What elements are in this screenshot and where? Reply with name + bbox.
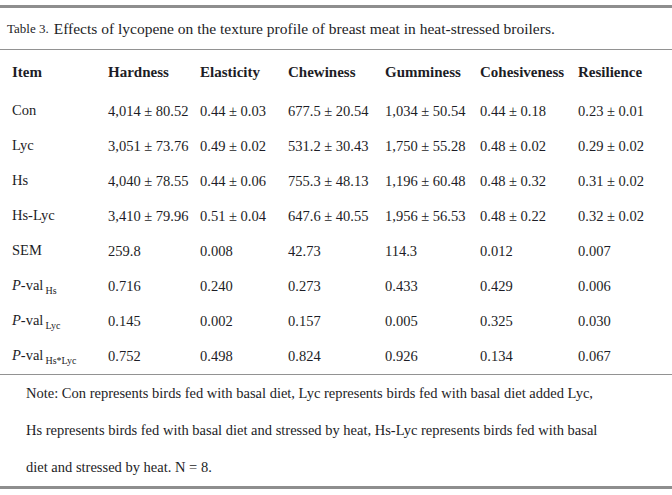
cell-chewiness: 42.73 <box>288 234 385 269</box>
cell-hardness: 0.145 <box>108 304 200 339</box>
table-row-pval-hs-lyc: P-valHs*Lyc 0.752 0.498 0.824 0.926 0.13… <box>12 339 664 374</box>
table-row-pval-lyc: P-valLyc 0.145 0.002 0.157 0.005 0.325 0… <box>12 304 664 339</box>
note-line: diet and stressed by heat. N = 8. <box>26 449 658 486</box>
row-label: P-valHs <box>12 269 108 304</box>
cell-chewiness: 0.824 <box>288 339 385 374</box>
cell-gumminess: 114.3 <box>385 234 480 269</box>
cell-chewiness: 531.2 ± 30.43 <box>288 129 385 164</box>
table-row-con: Con 4,014 ± 80.52 0.44 ± 0.03 677.5 ± 20… <box>12 94 664 129</box>
column-header-item: Item <box>12 50 108 94</box>
cell-elasticity: 0.002 <box>200 304 288 339</box>
cell-elasticity: 0.240 <box>200 269 288 304</box>
cell-chewiness: 755.3 ± 48.13 <box>288 164 385 199</box>
texture-profile-table: Item Hardness Elasticity Chewiness Gummi… <box>12 50 664 374</box>
cell-gumminess: 0.926 <box>385 339 480 374</box>
row-label: P-valHs*Lyc <box>12 339 108 374</box>
cell-chewiness: 647.6 ± 40.55 <box>288 199 385 234</box>
row-label: Hs <box>12 164 108 199</box>
table-caption-text: Effects of lycopene on the texture profi… <box>54 20 555 38</box>
column-header-chewiness: Chewiness <box>288 50 385 94</box>
column-header-resilience: Resilience <box>578 50 664 94</box>
header-row: Item Hardness Elasticity Chewiness Gummi… <box>12 50 664 94</box>
cell-cohesiveness: 0.44 ± 0.18 <box>480 94 578 129</box>
cell-elasticity: 0.44 ± 0.06 <box>200 164 288 199</box>
cell-resilience: 0.007 <box>578 234 664 269</box>
row-label: Con <box>12 94 108 129</box>
cell-chewiness: 0.273 <box>288 269 385 304</box>
table-note: Note: Con represents birds fed with basa… <box>0 375 672 486</box>
cell-hardness: 0.752 <box>108 339 200 374</box>
cell-cohesiveness: 0.134 <box>480 339 578 374</box>
table-row-sem: SEM 259.8 0.008 42.73 114.3 0.012 0.007 <box>12 234 664 269</box>
cell-hardness: 3,410 ± 79.96 <box>108 199 200 234</box>
cell-resilience: 0.32 ± 0.02 <box>578 199 664 234</box>
row-label: SEM <box>12 234 108 269</box>
cell-chewiness: 0.157 <box>288 304 385 339</box>
column-header-elasticity: Elasticity <box>200 50 288 94</box>
row-label: Hs-Lyc <box>12 199 108 234</box>
row-label: P-valLyc <box>12 304 108 339</box>
cell-hardness: 4,040 ± 78.55 <box>108 164 200 199</box>
table-caption: Table 3. Effects of lycopene on the text… <box>0 8 672 49</box>
row-label: Lyc <box>12 129 108 164</box>
cell-gumminess: 1,750 ± 55.28 <box>385 129 480 164</box>
cell-resilience: 0.006 <box>578 269 664 304</box>
column-header-gumminess: Gumminess <box>385 50 480 94</box>
cell-gumminess: 1,196 ± 60.48 <box>385 164 480 199</box>
cell-cohesiveness: 0.48 ± 0.02 <box>480 129 578 164</box>
cell-resilience: 0.030 <box>578 304 664 339</box>
table-row-pval-hs: P-valHs 0.716 0.240 0.273 0.433 0.429 0.… <box>12 269 664 304</box>
table-body: Con 4,014 ± 80.52 0.44 ± 0.03 677.5 ± 20… <box>12 94 664 374</box>
note-line: Note: Con represents birds fed with basa… <box>26 375 658 412</box>
table-row-hs: Hs 4,040 ± 78.55 0.44 ± 0.06 755.3 ± 48.… <box>12 164 664 199</box>
cell-elasticity: 0.44 ± 0.03 <box>200 94 288 129</box>
table-row-lyc: Lyc 3,051 ± 73.76 0.49 ± 0.02 531.2 ± 30… <box>12 129 664 164</box>
cell-cohesiveness: 0.429 <box>480 269 578 304</box>
column-header-hardness: Hardness <box>108 50 200 94</box>
cell-cohesiveness: 0.48 ± 0.32 <box>480 164 578 199</box>
cell-hardness: 0.716 <box>108 269 200 304</box>
cell-hardness: 4,014 ± 80.52 <box>108 94 200 129</box>
cell-hardness: 3,051 ± 73.76 <box>108 129 200 164</box>
table-number: Table 3. <box>7 21 49 37</box>
cell-gumminess: 1,034 ± 50.54 <box>385 94 480 129</box>
paper-table-page: Table 3. Effects of lycopene on the text… <box>0 0 672 495</box>
cell-cohesiveness: 0.48 ± 0.22 <box>480 199 578 234</box>
column-header-cohesiveness: Cohesiveness <box>480 50 578 94</box>
cell-gumminess: 0.005 <box>385 304 480 339</box>
note-line: Hs represents birds fed with basal diet … <box>26 412 658 449</box>
cell-elasticity: 0.498 <box>200 339 288 374</box>
table-row-hs-lyc: Hs-Lyc 3,410 ± 79.96 0.51 ± 0.04 647.6 ±… <box>12 199 664 234</box>
cell-hardness: 259.8 <box>108 234 200 269</box>
cell-resilience: 0.31 ± 0.02 <box>578 164 664 199</box>
cell-cohesiveness: 0.012 <box>480 234 578 269</box>
cell-gumminess: 1,956 ± 56.53 <box>385 199 480 234</box>
cell-elasticity: 0.51 ± 0.04 <box>200 199 288 234</box>
cell-cohesiveness: 0.325 <box>480 304 578 339</box>
bottom-rule <box>0 486 672 489</box>
cell-chewiness: 677.5 ± 20.54 <box>288 94 385 129</box>
cell-gumminess: 0.433 <box>385 269 480 304</box>
cell-resilience: 0.29 ± 0.02 <box>578 129 664 164</box>
cell-resilience: 0.23 ± 0.01 <box>578 94 664 129</box>
cell-elasticity: 0.49 ± 0.02 <box>200 129 288 164</box>
cell-elasticity: 0.008 <box>200 234 288 269</box>
cell-resilience: 0.067 <box>578 339 664 374</box>
